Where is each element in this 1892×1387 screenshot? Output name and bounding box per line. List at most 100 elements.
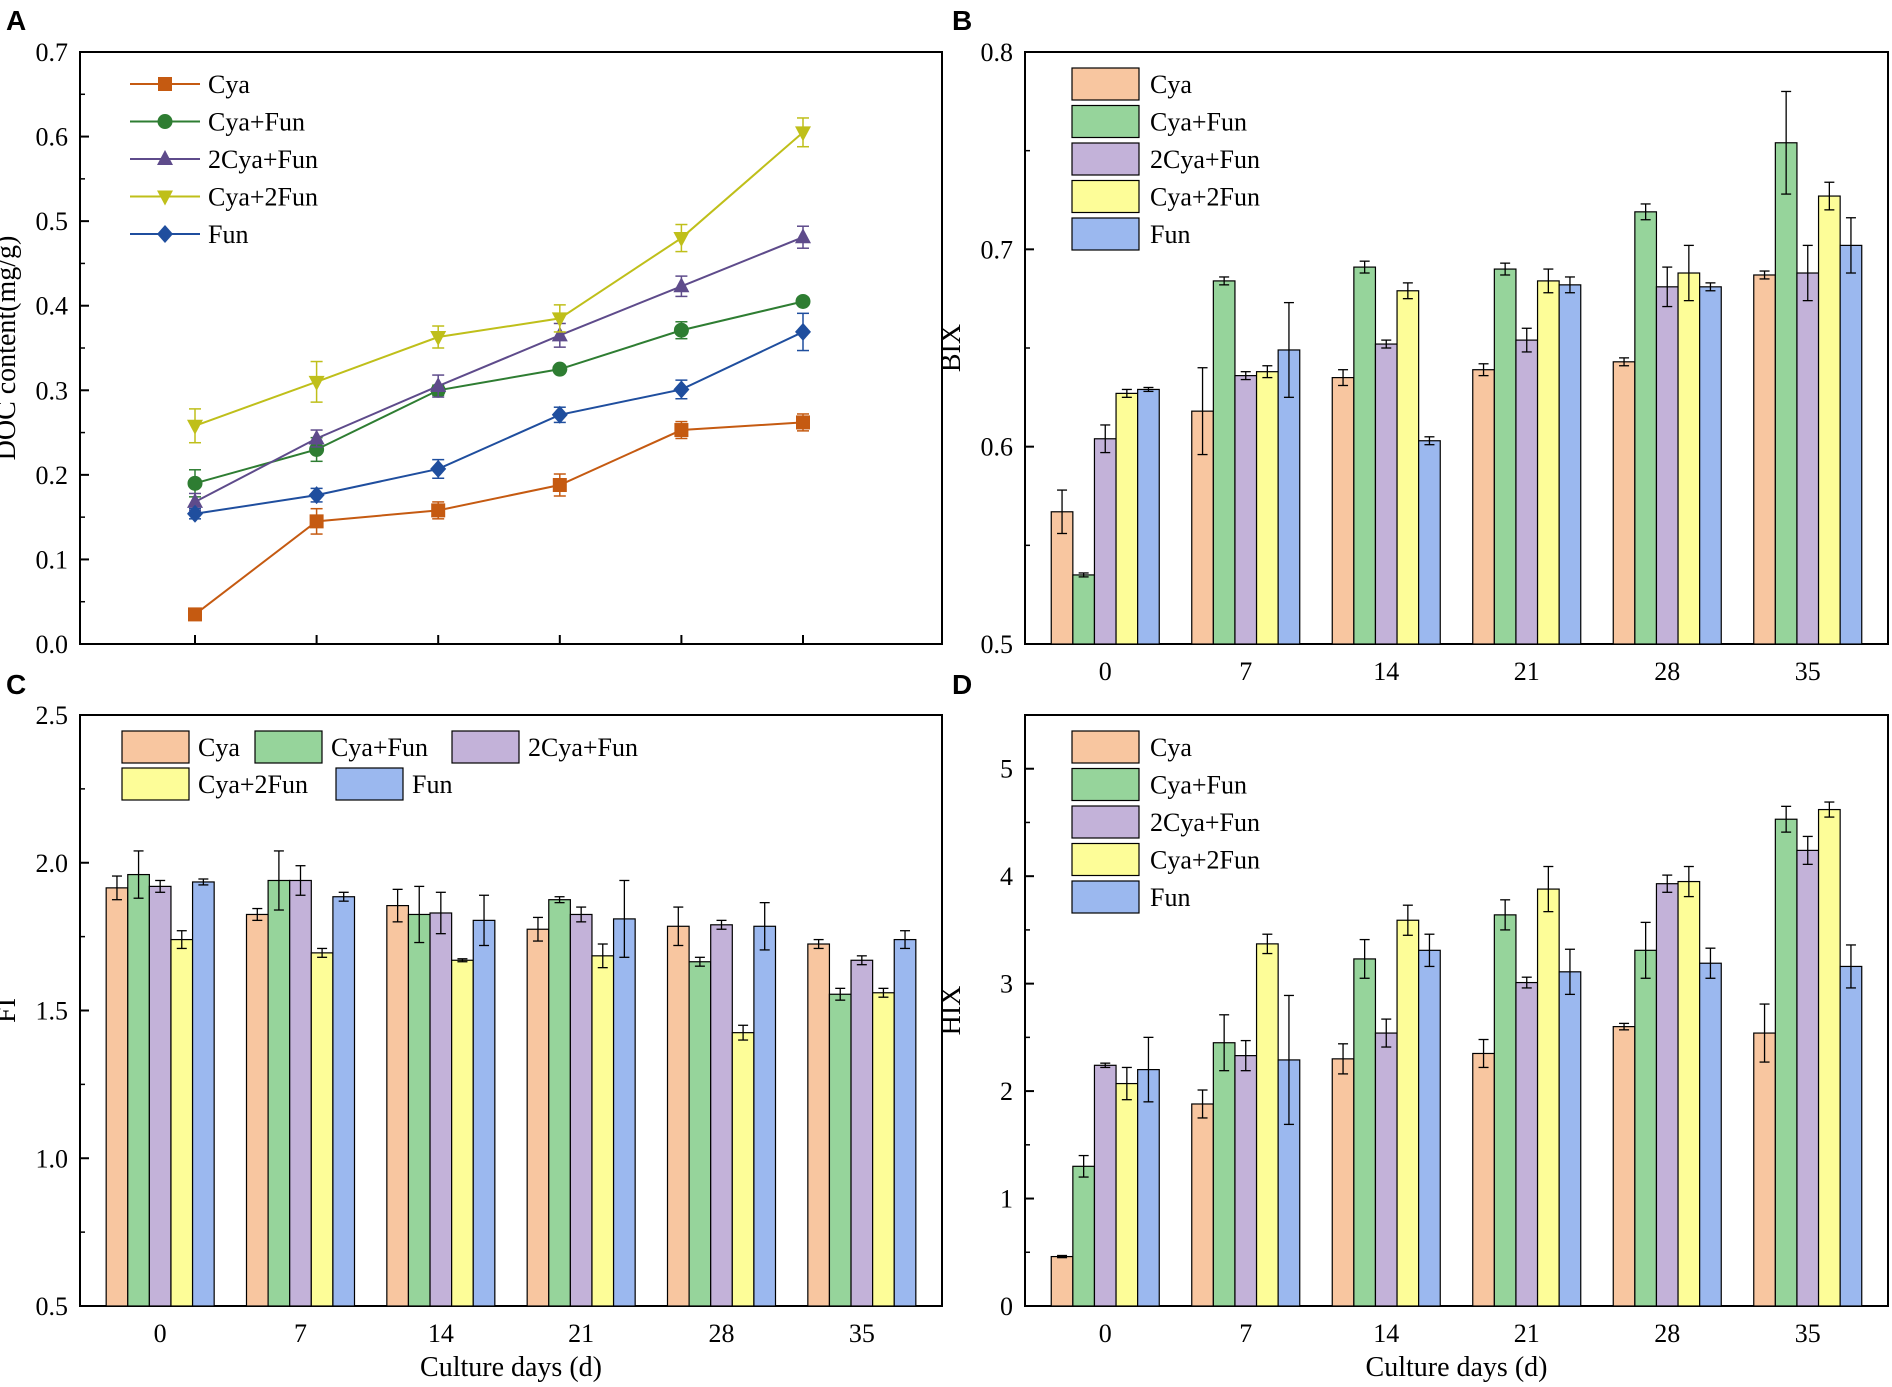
bar-cya xyxy=(1050,1255,1074,1307)
legend-marker-cya xyxy=(158,77,172,91)
y-tick-label-d: 1 xyxy=(1000,1185,1013,1214)
bar-cya-plus-fun xyxy=(267,879,291,1307)
bar-2cya-plus-fun xyxy=(1093,438,1117,645)
x-tick-label-b: 14 xyxy=(1373,657,1399,686)
legend-label-2cya-plus-fun: 2Cya+Fun xyxy=(208,145,318,174)
bar-fun xyxy=(893,938,917,1307)
data-point-cya-plus-fun xyxy=(673,322,689,338)
y-tick-label-b: 0.6 xyxy=(981,433,1014,462)
bar-fun xyxy=(1558,284,1582,645)
y-axis-label-b: BIX xyxy=(936,324,967,372)
bar-cya-plus-fun xyxy=(1212,280,1236,645)
bar-cya-plus-fun xyxy=(1774,142,1798,645)
bar-2cya-plus-fun xyxy=(1796,849,1820,1307)
x-tick-label-c: 28 xyxy=(709,1319,735,1348)
bar-cya-plus-fun xyxy=(127,873,150,1307)
legend-swatch-cya-plus-fun xyxy=(1071,767,1140,802)
bar-cya xyxy=(1753,1032,1776,1307)
bar-cya xyxy=(1331,1058,1355,1307)
x-axis-label-d: Culture days (d) xyxy=(1366,1352,1548,1383)
bar-fun xyxy=(1558,971,1582,1307)
y-tick-label-a: 0.3 xyxy=(36,376,69,405)
panel-a: A 0.0 0.1 0.2 0.3 0.4 0.5 0.6 0.7 DOC content(mg… xyxy=(0,5,943,659)
bar-cya xyxy=(1612,1026,1636,1307)
x-tick-label-d: 21 xyxy=(1514,1319,1540,1348)
legend-swatch-2cya-plus-fun xyxy=(1071,142,1140,176)
y-tick-label-c: 0.5 xyxy=(36,1292,69,1321)
series-line-cya xyxy=(194,421,804,616)
bar-cya-plus-fun xyxy=(1072,1165,1096,1307)
data-point-fun xyxy=(673,380,690,399)
data-point-cya xyxy=(431,503,446,518)
bar-2cya-plus-fun xyxy=(1093,1064,1117,1307)
panel-b: B 0.5 0.6 0.7 0.8 BIX 0 7 14 21 28 35 Cya Cya+Fun 2Cy… xyxy=(936,5,1889,686)
data-point-fun xyxy=(795,322,811,341)
bar-cya-plus-fun xyxy=(688,961,712,1307)
bar-cya-plus-2fun xyxy=(1115,1082,1139,1307)
bar-cya-plus-2fun xyxy=(451,959,474,1307)
data-point-fun xyxy=(430,459,447,478)
bar-cya xyxy=(1472,369,1495,645)
bar-cya-plus-2fun xyxy=(731,1032,755,1307)
bar-cya-plus-2fun xyxy=(1817,195,1841,645)
legend-marker-cya-plus-2fun xyxy=(157,190,173,206)
x-tick-label-d: 14 xyxy=(1373,1319,1399,1348)
data-point-cya xyxy=(188,607,202,622)
data-point-2cya-plus-fun xyxy=(673,277,690,293)
data-point-cya xyxy=(674,423,689,438)
bar-2cya-plus-fun xyxy=(1234,375,1258,645)
bar-cya xyxy=(1472,1052,1495,1307)
series-line-cya-plus-fun xyxy=(194,300,804,485)
x-tick-label-d: 35 xyxy=(1795,1319,1821,1348)
legend-label-fun: Fun xyxy=(1150,883,1190,912)
bar-cya-plus-2fun xyxy=(1817,808,1841,1307)
bar-fun xyxy=(1699,286,1722,645)
x-tick-label-b: 0 xyxy=(1099,657,1112,686)
bar-2cya-plus-fun xyxy=(289,879,312,1307)
bar-cya-plus-2fun xyxy=(1677,272,1701,645)
bar-cya-plus-fun xyxy=(407,913,431,1307)
bar-cya-plus-2fun xyxy=(1255,371,1279,645)
legend-swatch-cya-plus-2fun xyxy=(121,767,190,801)
legend-swatch-cya xyxy=(121,730,190,764)
legend-label-fun: Fun xyxy=(208,220,248,249)
legend-label-fun: Fun xyxy=(412,770,452,799)
bar-2cya-plus-fun xyxy=(710,924,733,1307)
bar-2cya-plus-fun xyxy=(1515,981,1539,1307)
bar-cya-plus-2fun xyxy=(872,992,895,1307)
legend-label-cya-plus-fun: Cya+Fun xyxy=(208,108,305,137)
bar-cya-plus-2fun xyxy=(1677,880,1701,1307)
legend-label-cya-plus-2fun: Cya+2Fun xyxy=(1150,183,1260,212)
data-point-cya-plus-fun xyxy=(309,441,325,457)
legend-label-2cya-plus-fun: 2Cya+Fun xyxy=(1150,808,1260,837)
y-tick-label-a: 0.4 xyxy=(36,292,69,321)
bar-cya-plus-2fun xyxy=(170,938,194,1307)
data-point-cya-plus-fun xyxy=(795,293,811,309)
legend-label-cya-plus-2fun: Cya+2Fun xyxy=(198,770,308,799)
data-point-cya-plus-2fun xyxy=(187,419,203,435)
bar-2cya-plus-fun xyxy=(850,959,874,1307)
series-line-cya-plus-2fun xyxy=(194,131,804,427)
legend-label-cya: Cya xyxy=(198,733,240,762)
legend-swatch-cya-plus-fun xyxy=(1071,104,1140,139)
y-axis-label-d: HIX xyxy=(936,986,967,1036)
bar-fun xyxy=(753,925,777,1307)
legend-swatch-cya-plus-2fun xyxy=(1071,842,1140,877)
legend-label-2cya-plus-fun: 2Cya+Fun xyxy=(528,733,638,762)
bar-fun xyxy=(1418,440,1441,645)
legend-label-fun: Fun xyxy=(1150,220,1190,249)
panel-letter-a: A xyxy=(6,5,26,36)
x-tick-label-b: 35 xyxy=(1795,657,1821,686)
x-tick-label-c: 21 xyxy=(568,1319,594,1348)
plot-frame-a xyxy=(79,51,943,645)
legend-swatch-fun xyxy=(1071,880,1140,914)
bar-fun xyxy=(1839,244,1863,645)
bar-cya-plus-fun xyxy=(1072,574,1096,645)
bar-cya-plus-fun xyxy=(1493,268,1517,645)
bar-2cya-plus-fun xyxy=(429,912,453,1307)
data-point-cya xyxy=(552,478,567,493)
legend-label-cya-plus-fun: Cya+Fun xyxy=(1150,108,1247,137)
y-tick-label-a: 0.5 xyxy=(36,207,69,236)
bar-cya xyxy=(526,928,550,1307)
bar-fun xyxy=(332,896,356,1307)
